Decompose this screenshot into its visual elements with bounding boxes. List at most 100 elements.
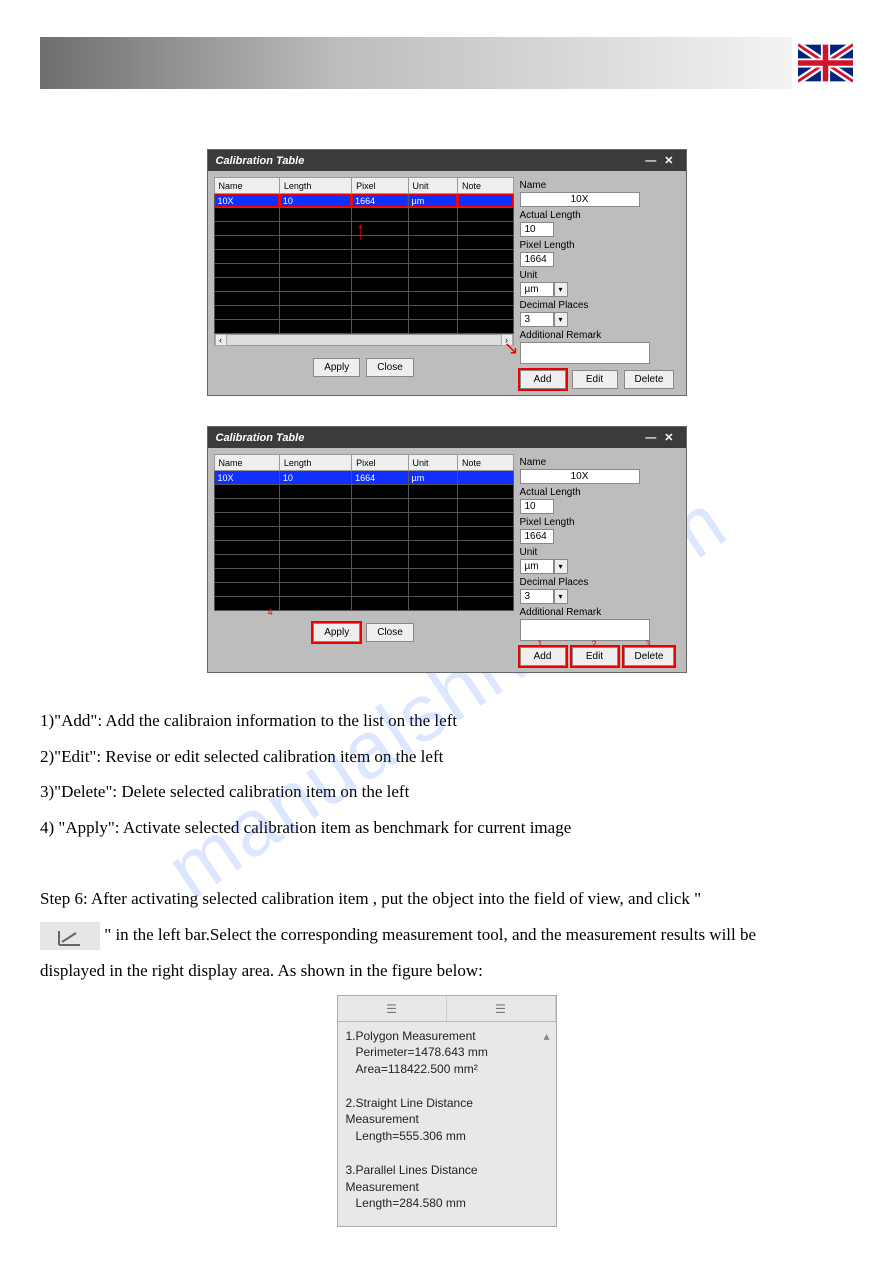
calibration-form: Name 10X Actual Length 10 Pixel Length 1… (520, 177, 680, 389)
decimal-select[interactable]: 3 (520, 589, 554, 604)
step6-line-a: Step 6: After activating selected calibr… (40, 881, 853, 917)
unit-label: Unit (520, 547, 680, 558)
dialog-title: Calibration Table (216, 432, 305, 444)
pixel-length-field[interactable]: 1664 (520, 529, 554, 544)
cell-length: 10 (279, 194, 351, 208)
col-name: Name (214, 455, 279, 471)
result-title: 2.Straight Line Distance Measurement (346, 1095, 548, 1129)
dropdown-icon[interactable]: ▾ (554, 312, 568, 327)
decimal-label: Decimal Places (520, 300, 680, 311)
table-row[interactable]: 10X 10 1664 µm (214, 194, 513, 208)
col-length: Length (279, 455, 351, 471)
dialog-title: Calibration Table (216, 155, 305, 167)
name-label: Name (520, 457, 680, 468)
unit-select[interactable]: µm (520, 282, 554, 297)
decimal-label: Decimal Places (520, 577, 680, 588)
calibration-dialog-2: Calibration Table — ✕ Name Length Pixel … (207, 426, 687, 673)
dropdown-icon[interactable]: ▾ (554, 589, 568, 604)
col-unit: Unit (408, 178, 458, 194)
delete-button[interactable]: Delete (624, 370, 675, 389)
cell-pixel: 1664 (352, 471, 408, 485)
calibration-table: Name Length Pixel Unit Note 10X 10 1664 … (214, 177, 514, 389)
actual-length-label: Actual Length (520, 487, 680, 498)
dialog-titlebar: Calibration Table — ✕ (208, 427, 686, 448)
minimize-icon[interactable]: — (641, 432, 660, 444)
marker-4: 4 (268, 607, 273, 617)
remark-field[interactable] (520, 342, 650, 364)
col-note: Note (458, 178, 513, 194)
text-line-2: 2)"Edit": Revise or edit selected calibr… (40, 739, 853, 775)
col-unit: Unit (408, 455, 458, 471)
pixel-length-label: Pixel Length (520, 240, 680, 251)
red-arrow-up-icon: ↑ (356, 215, 364, 246)
marker-2: 2 (592, 639, 597, 649)
col-note: Note (458, 455, 513, 471)
calibration-dialog-1: Calibration Table — ✕ Name Length Pixel … (207, 149, 687, 396)
actual-length-label: Actual Length (520, 210, 680, 221)
close-button[interactable]: Close (366, 358, 414, 377)
cell-pixel: 1664 (352, 194, 408, 208)
marker-1: 1 (538, 639, 543, 649)
apply-button[interactable]: Apply (313, 623, 360, 642)
add-button[interactable]: Add (520, 370, 566, 389)
name-field[interactable]: 10X (520, 469, 640, 484)
minimize-icon[interactable]: — (641, 155, 660, 167)
add-button[interactable]: Add (520, 647, 566, 666)
results-tab-2-icon[interactable]: ☰ (447, 996, 556, 1021)
page-header (40, 37, 853, 89)
remark-field[interactable] (520, 619, 650, 641)
cell-name: 10X (214, 471, 279, 485)
name-field[interactable]: 10X (520, 192, 640, 207)
name-label: Name (520, 180, 680, 191)
dropdown-icon[interactable]: ▾ (554, 559, 568, 574)
dialog-titlebar: Calibration Table — ✕ (208, 150, 686, 171)
col-pixel: Pixel (352, 178, 408, 194)
pixel-length-field[interactable]: 1664 (520, 252, 554, 267)
step6-line-c: displayed in the right display area. As … (40, 953, 853, 989)
cell-unit: µm (408, 471, 458, 485)
scroll-up-icon[interactable]: ▴ (544, 1028, 554, 1045)
result-title: 3.Parallel Lines Distance Measurement (346, 1162, 548, 1196)
header-gradient-bar (40, 37, 792, 89)
result-line: Area=118422.500 mm² (346, 1061, 548, 1078)
unit-label: Unit (520, 270, 680, 281)
red-arrow-icon: ↘ (504, 338, 519, 359)
step6-line-b: " in the left bar.Select the correspondi… (104, 925, 756, 944)
apply-button[interactable]: Apply (313, 358, 360, 377)
remark-label: Additional Remark (520, 330, 680, 341)
close-icon[interactable]: ✕ (660, 154, 677, 167)
result-line: Length=555.306 mm (346, 1128, 548, 1145)
table-row[interactable]: 10X 10 1664 µm (214, 471, 513, 485)
text-line-4: 4) "Apply": Activate selected calibratio… (40, 810, 853, 846)
edit-button[interactable]: Edit (572, 647, 618, 666)
result-line: Length=284.580 mm (346, 1195, 548, 1212)
close-icon[interactable]: ✕ (660, 431, 677, 444)
dropdown-icon[interactable]: ▾ (554, 282, 568, 297)
remark-label: Additional Remark (520, 607, 680, 618)
marker-3: 3 (646, 639, 651, 649)
text-line-1: 1)"Add": Add the calibraion information … (40, 703, 853, 739)
actual-length-field[interactable]: 10 (520, 499, 554, 514)
result-item: 1.Polygon Measurement Perimeter=1478.643… (346, 1028, 548, 1078)
cell-note (458, 194, 513, 208)
col-name: Name (214, 178, 279, 194)
close-button[interactable]: Close (366, 623, 414, 642)
text-line-3: 3)"Delete": Delete selected calibration … (40, 774, 853, 810)
result-title: 1.Polygon Measurement (346, 1028, 548, 1045)
measurement-tool-icon (40, 922, 100, 950)
edit-button[interactable]: Edit (572, 370, 618, 389)
col-pixel: Pixel (352, 455, 408, 471)
results-tab-1-icon[interactable]: ☰ (338, 996, 447, 1021)
document-text: 1)"Add": Add the calibraion information … (40, 703, 853, 989)
cell-length: 10 (279, 471, 351, 485)
calibration-table: Name Length Pixel Unit Note 10X 10 1664 … (214, 454, 514, 666)
actual-length-field[interactable]: 10 (520, 222, 554, 237)
decimal-select[interactable]: 3 (520, 312, 554, 327)
uk-flag-icon (798, 37, 853, 89)
cell-name: 10X (214, 194, 279, 208)
calibration-form: Name 10X Actual Length 10 Pixel Length 1… (520, 454, 680, 666)
unit-select[interactable]: µm (520, 559, 554, 574)
h-scrollbar[interactable]: ‹› (214, 334, 514, 346)
delete-button[interactable]: Delete (624, 647, 675, 666)
result-item: 3.Parallel Lines Distance Measurement Le… (346, 1162, 548, 1212)
